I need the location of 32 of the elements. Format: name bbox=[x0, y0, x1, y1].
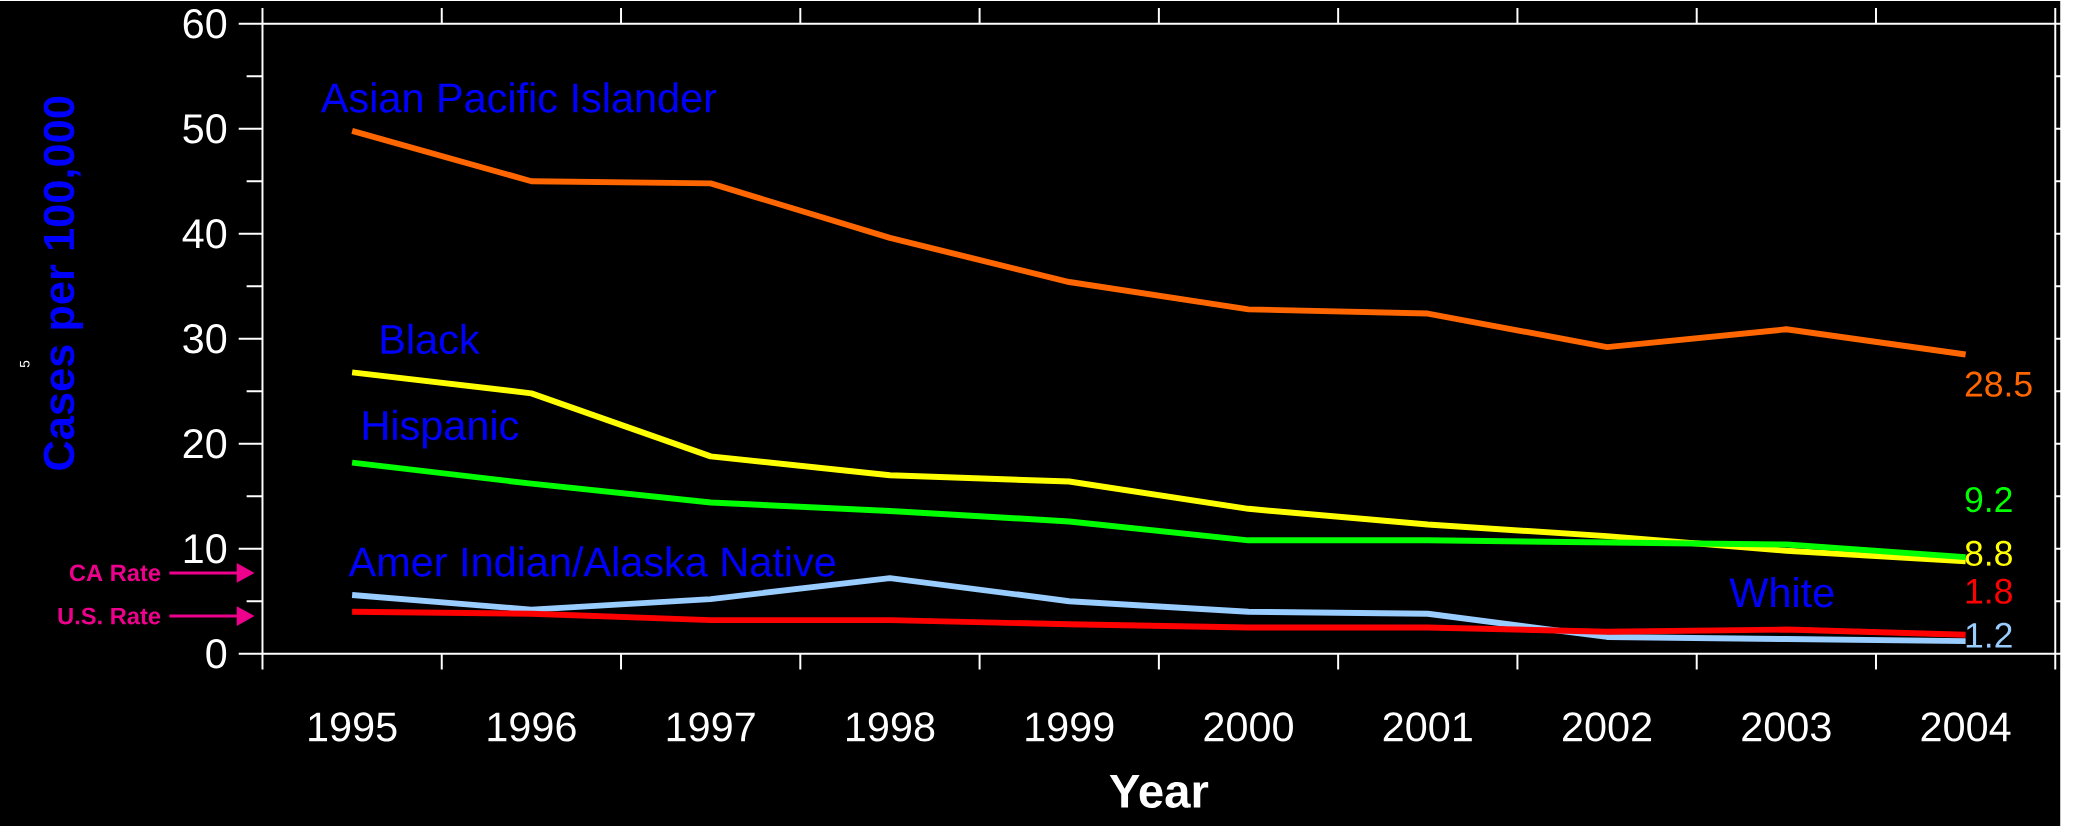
x-tick-label: 2001 bbox=[1383, 712, 1472, 742]
text: U.S. Rate bbox=[58, 607, 161, 625]
y-tick-label: 0 bbox=[206, 639, 227, 669]
y-tick-label: 10 bbox=[184, 534, 227, 564]
text: CA Rate bbox=[69, 564, 161, 582]
x-tick-label: 2000 bbox=[1204, 712, 1293, 742]
series-label: Amer Indian/Alaska Native bbox=[348, 546, 835, 577]
text: 5 bbox=[19, 360, 30, 368]
x-tick-label: 1995 bbox=[309, 712, 397, 742]
y-tick-label: 20 bbox=[183, 429, 227, 459]
data-label: 28.5 bbox=[1965, 371, 2032, 397]
series-label: Hispanic bbox=[363, 409, 519, 449]
x-axis-title: Year bbox=[1109, 774, 1209, 808]
data-label: 1.8 bbox=[1966, 578, 2012, 604]
data-label: 8.8 bbox=[1965, 540, 2012, 566]
x-tick-label: 2002 bbox=[1563, 712, 1652, 742]
x-tick-label: 1999 bbox=[1026, 712, 1114, 742]
series-label: Asian Pacific Islander bbox=[320, 82, 717, 113]
x-tick-label: 2003 bbox=[1742, 712, 1831, 742]
y-tick-label: 50 bbox=[183, 114, 227, 144]
x-tick-label: 2004 bbox=[1921, 712, 2011, 742]
x-tick-label: 1998 bbox=[847, 712, 935, 742]
y-tick-label: 30 bbox=[183, 324, 227, 354]
data-label: 9.2 bbox=[1965, 487, 2012, 513]
data-label: 1.2 bbox=[1966, 622, 2012, 648]
series-label: White bbox=[1729, 576, 1834, 608]
x-tick-label: 1996 bbox=[488, 712, 576, 742]
y-tick-label: 60 bbox=[183, 9, 227, 39]
x-tick-label: 1997 bbox=[667, 712, 755, 742]
y-axis-title: Cases per 100,000 bbox=[43, 96, 83, 470]
series-label: Black bbox=[381, 323, 480, 355]
y-tick-label: 40 bbox=[182, 219, 227, 249]
